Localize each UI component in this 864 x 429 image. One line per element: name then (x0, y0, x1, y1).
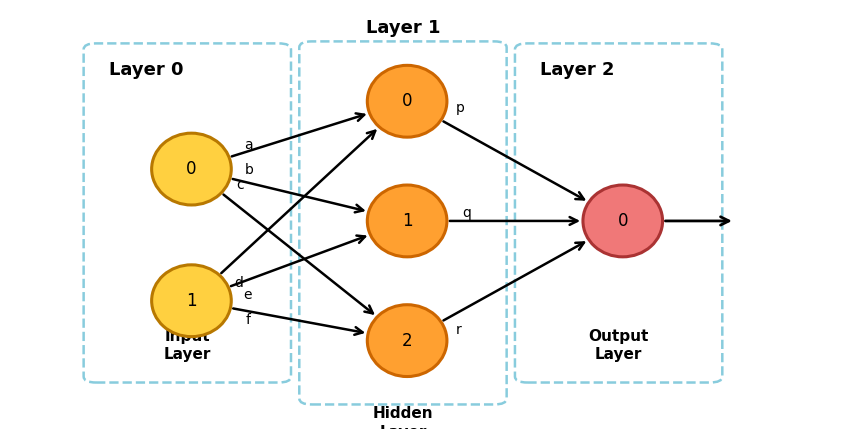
Text: Layer 0: Layer 0 (109, 61, 183, 79)
Ellipse shape (367, 65, 447, 137)
Text: Output
Layer: Output Layer (588, 329, 649, 362)
Text: 0: 0 (402, 92, 412, 110)
Text: Hidden
Layer: Hidden Layer (372, 406, 433, 429)
Text: q: q (462, 206, 471, 220)
Text: r: r (456, 323, 461, 337)
Text: 1: 1 (402, 212, 412, 230)
Ellipse shape (367, 305, 447, 377)
Text: 2: 2 (402, 332, 412, 350)
Ellipse shape (583, 185, 663, 257)
Text: d: d (234, 276, 243, 290)
Text: p: p (456, 101, 465, 115)
Text: a: a (244, 138, 252, 152)
Text: 0: 0 (187, 160, 197, 178)
Text: Input
Layer: Input Layer (163, 329, 211, 362)
Ellipse shape (367, 185, 447, 257)
Text: 1: 1 (186, 292, 197, 310)
Text: Layer 1: Layer 1 (365, 19, 441, 37)
Text: 0: 0 (618, 212, 628, 230)
Ellipse shape (152, 265, 232, 337)
Text: e: e (244, 288, 251, 302)
Text: b: b (245, 163, 254, 177)
Text: Layer 2: Layer 2 (540, 61, 614, 79)
Text: c: c (236, 178, 244, 192)
Text: f: f (245, 313, 251, 327)
Ellipse shape (152, 133, 232, 205)
